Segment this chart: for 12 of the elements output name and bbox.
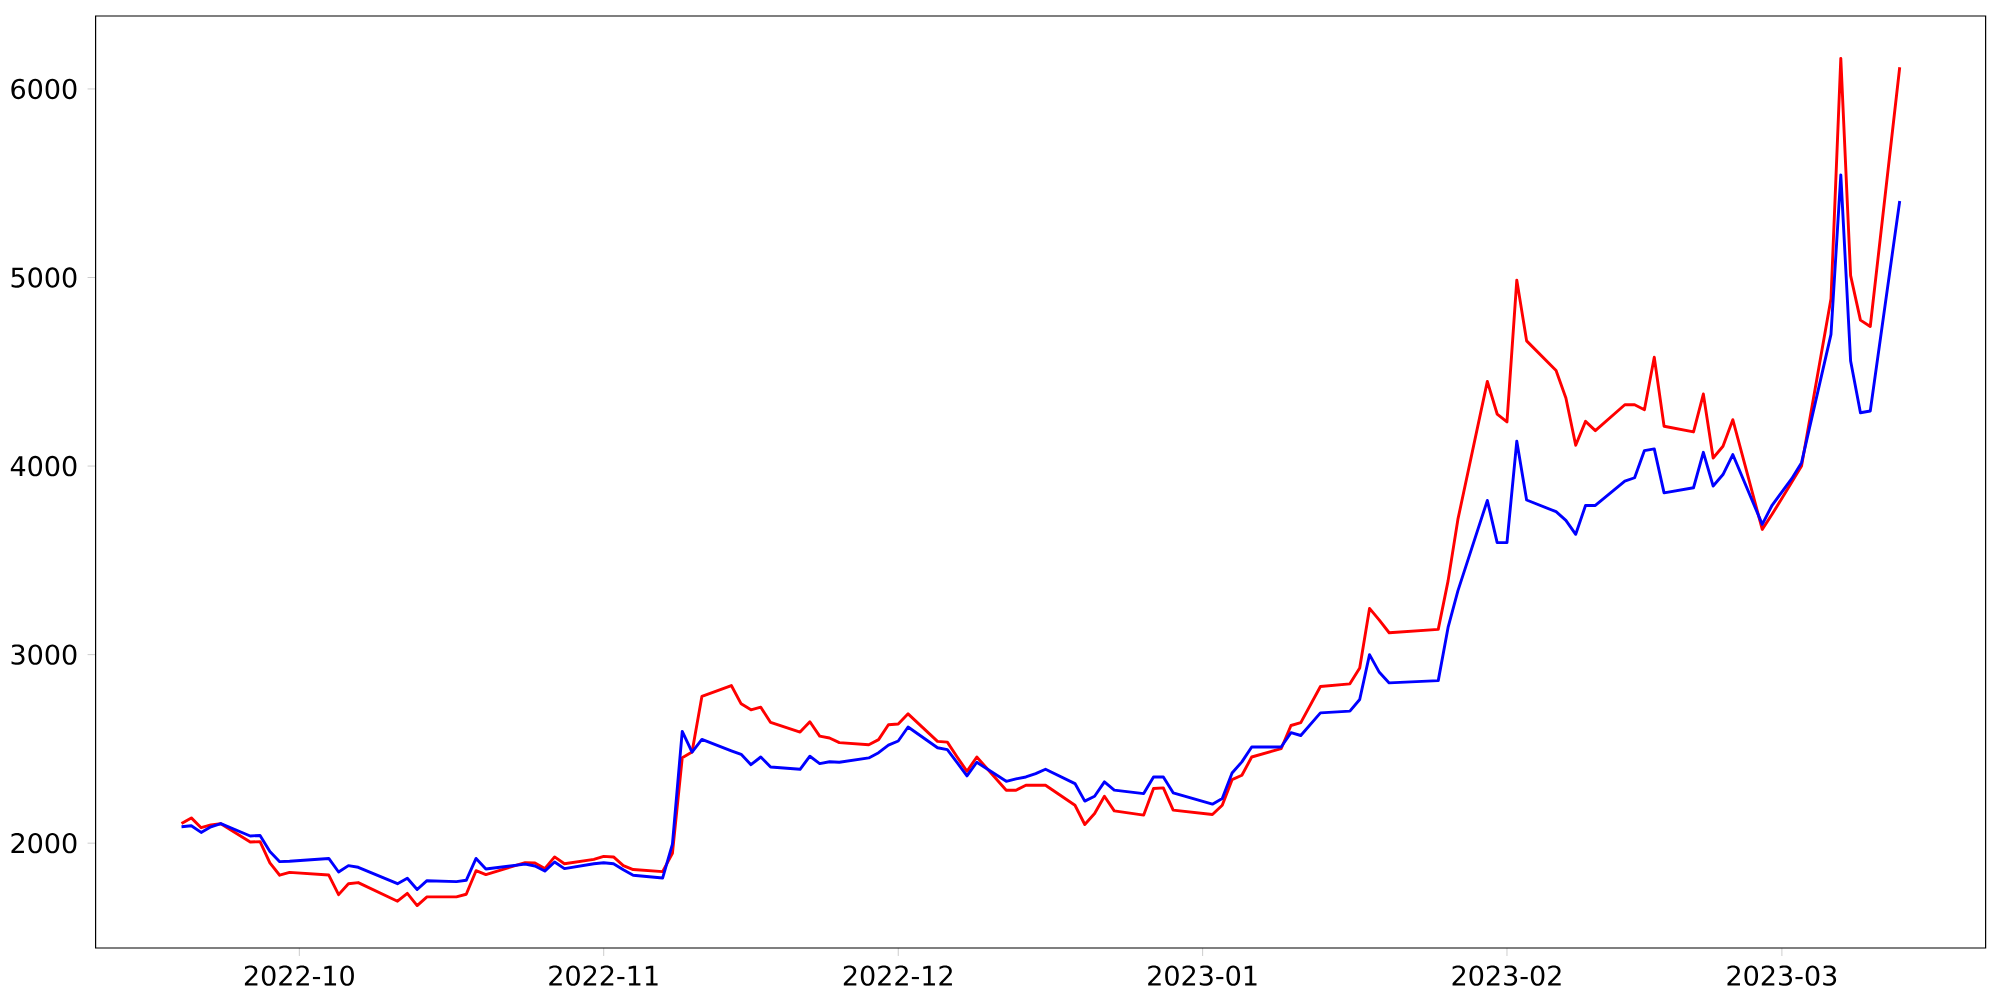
y-tick-label: 5000 <box>11 267 77 288</box>
x-tick-label: 2022-12 <box>843 965 952 986</box>
y-tick-label: 4000 <box>10 455 77 477</box>
x-tick-label: 2023-03 <box>1727 965 1837 986</box>
x-tick-label: 2022-10 <box>244 965 354 986</box>
x-tick-label: 2023-02 <box>1452 965 1561 986</box>
x-tick-label: 2022-11 <box>549 965 658 986</box>
y-tick-label: 6000 <box>11 78 77 100</box>
x-tick-label: 2023-01 <box>1148 965 1257 986</box>
line-series <box>180 173 1902 891</box>
y-tick-label: 3000 <box>11 644 77 665</box>
y-tick-label: 2000 <box>11 832 77 854</box>
